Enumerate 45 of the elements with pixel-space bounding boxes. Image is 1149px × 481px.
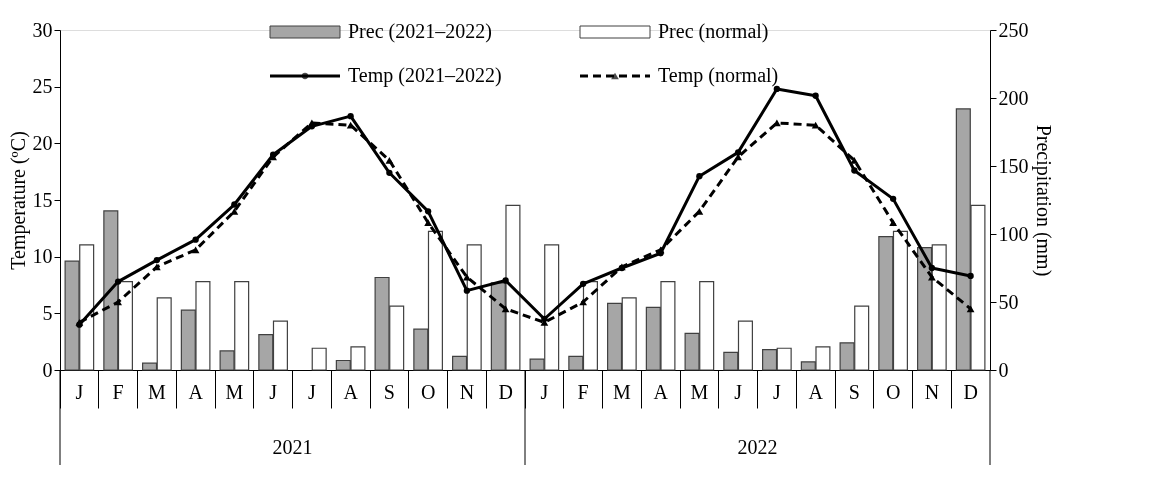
- y2-tick-label: 50: [998, 290, 1019, 313]
- x-tick-label: S: [848, 380, 860, 403]
- y-axis-title: Temperature (ºC): [6, 131, 30, 270]
- x-tick-label: N: [459, 380, 475, 403]
- x-tick-label: A: [343, 380, 359, 403]
- y-tick-label: 30: [32, 18, 53, 41]
- y2-tick-label: 0: [998, 358, 1009, 381]
- x-tick-label: J: [75, 380, 84, 403]
- y-tick-label: 25: [32, 75, 53, 98]
- x-tick-label: M: [612, 380, 631, 403]
- text: 2022: [737, 436, 778, 458]
- x-tick-label: J: [307, 380, 316, 403]
- x-tick-label: A: [653, 380, 669, 403]
- legend-label: Temp (2021–2022): [348, 64, 502, 87]
- y2-tick-label: 250: [998, 18, 1029, 41]
- x-tick-label: J: [269, 380, 278, 403]
- x-tick-label: A: [808, 380, 824, 403]
- y2-tick-label: 150: [998, 154, 1029, 177]
- y2-tick-label: 100: [998, 222, 1029, 245]
- x-tick-label: M: [225, 380, 244, 403]
- y-tick-label: 15: [32, 188, 53, 211]
- x-tick-label: D: [498, 380, 513, 403]
- legend-label: Prec (normal): [658, 20, 769, 43]
- text: 2021: [272, 436, 313, 458]
- y-tick-label: 5: [42, 301, 53, 324]
- y-tick-label: 10: [32, 245, 53, 268]
- legend-label: Prec (2021–2022): [348, 20, 492, 43]
- x-tick-label: J: [772, 380, 781, 403]
- y-tick-label: 20: [32, 131, 53, 154]
- x-tick-label: J: [540, 380, 549, 403]
- x-tick-label: O: [420, 380, 436, 403]
- x-tick-label: J: [734, 380, 743, 403]
- x-tick-label: A: [188, 380, 204, 403]
- x-tick-label: F: [112, 380, 124, 403]
- x-tick-label: N: [924, 380, 940, 403]
- x-tick-label: O: [885, 380, 901, 403]
- y2-tick-label: 200: [998, 86, 1029, 109]
- legend-label: Temp (normal): [658, 64, 779, 87]
- y2-axis-title: Precipitation (mm): [1031, 124, 1055, 277]
- x-tick-label: D: [963, 380, 978, 403]
- y-tick-label: 0: [42, 358, 53, 381]
- x-tick-label: M: [147, 380, 166, 403]
- x-tick-label: S: [383, 380, 395, 403]
- x-tick-label: F: [577, 380, 589, 403]
- x-tick-label: M: [690, 380, 709, 403]
